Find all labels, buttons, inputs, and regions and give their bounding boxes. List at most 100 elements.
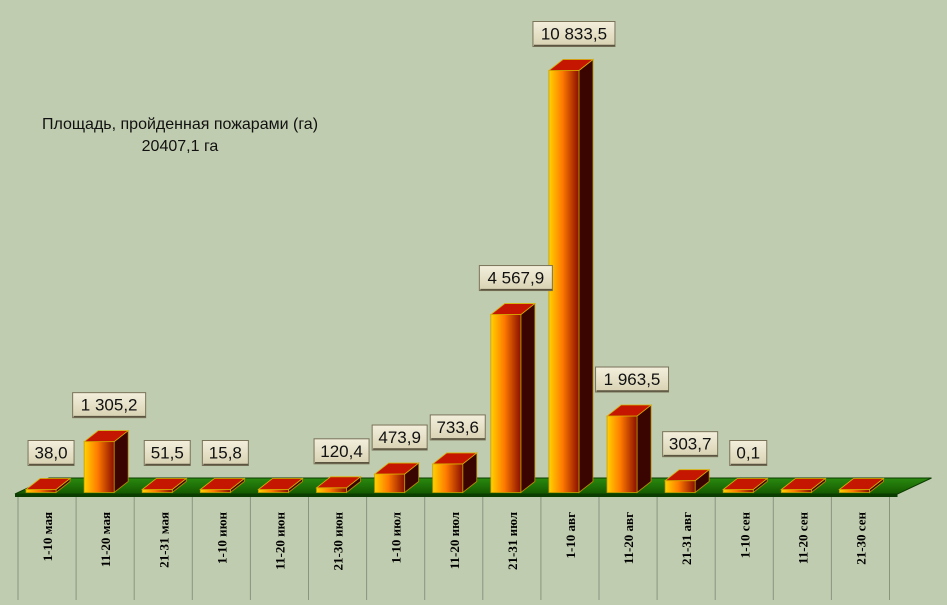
bar-4 — [199, 477, 246, 494]
data-label: 4 567,9 — [478, 265, 553, 292]
bar-front — [780, 489, 812, 493]
bar-front — [199, 489, 231, 493]
bar-top — [373, 462, 420, 475]
bar-top — [82, 430, 130, 443]
data-label-text: 1 305,2 — [81, 396, 138, 415]
bar-side — [578, 58, 594, 494]
data-label-text: 303,7 — [669, 435, 712, 454]
bar-3 — [141, 477, 188, 494]
data-label-box — [72, 392, 147, 419]
x-tick-label: 21-31 авг — [679, 512, 694, 565]
chart-floor-edge — [15, 494, 898, 497]
data-label: 1 963,5 — [595, 366, 670, 393]
data-label-box — [143, 440, 191, 466]
data-label-text: 120,4 — [320, 442, 363, 461]
bar-front — [141, 489, 173, 493]
data-label: 15,8 — [201, 440, 249, 466]
x-tick-label: 11-20 авг — [621, 512, 636, 564]
x-tick-label: 21-31 июл — [505, 512, 520, 570]
bar-6 — [315, 475, 362, 494]
x-tick-label: 11-20 июл — [447, 512, 462, 569]
data-label: 51,5 — [143, 440, 191, 466]
x-tick-label: 11-20 мая — [98, 512, 113, 567]
bar-1 — [24, 477, 72, 494]
bar-front — [839, 489, 870, 493]
bar-side — [520, 302, 536, 494]
data-label-box — [371, 424, 428, 451]
bar-front — [664, 480, 696, 493]
x-tick-label: 1-10 июн — [214, 511, 229, 564]
data-label-box — [27, 440, 75, 466]
bar-10 — [547, 58, 595, 494]
bar-side — [636, 404, 652, 494]
bar-8 — [431, 452, 478, 494]
data-label-box — [595, 366, 670, 393]
x-tick-label: 1-10 авг — [563, 512, 578, 559]
x-tick-label: 21-30 сен — [853, 512, 868, 565]
bar-top — [663, 469, 711, 482]
bar-front — [374, 473, 406, 493]
data-label: 473,9 — [371, 424, 428, 451]
bar-7 — [373, 462, 420, 494]
x-tick-label: 1-10 сен — [737, 512, 752, 559]
data-label-text: 15,8 — [209, 444, 242, 463]
data-label-text: 38,0 — [35, 444, 68, 463]
bar-front — [548, 70, 580, 493]
bar-top — [257, 478, 304, 490]
data-label: 0,1 — [729, 440, 768, 466]
bar-top — [141, 478, 188, 490]
bar-15 — [838, 477, 885, 494]
bar-top — [431, 452, 478, 465]
bar-top — [315, 476, 362, 489]
data-label: 38,0 — [27, 440, 75, 466]
x-tick-label: 21-31 мая — [156, 512, 171, 568]
data-label-text: 4 567,9 — [487, 269, 544, 288]
x-tick-label: 21-30 июн — [331, 511, 346, 570]
bar-front — [258, 489, 289, 493]
data-label-box — [662, 431, 719, 458]
bar-top — [605, 404, 653, 417]
data-label-text: 51,5 — [151, 444, 184, 463]
bar-2 — [82, 429, 130, 494]
data-label-text: 733,6 — [436, 418, 479, 437]
bar-top — [838, 478, 885, 490]
data-label: 1 305,2 — [72, 392, 147, 419]
data-label: 120,4 — [313, 438, 370, 465]
data-label-box — [478, 265, 553, 292]
chart-title: Площадь, пройденная пожарами (га) — [41, 116, 319, 133]
bar-front — [25, 489, 57, 493]
bar-12 — [663, 468, 711, 494]
data-label: 303,7 — [662, 431, 719, 458]
bar-front — [316, 487, 347, 493]
bar-front — [432, 463, 464, 493]
chart-title-block: Площадь, пройденная пожарами (га) 20407,… — [10, 114, 350, 158]
x-tick-label: 1-10 июл — [389, 512, 404, 563]
data-label: 10 833,5 — [532, 21, 616, 47]
bar-top — [489, 303, 537, 315]
bar-top — [722, 478, 769, 490]
bar-9 — [489, 302, 537, 494]
x-tick-label: 11-20 июн — [272, 511, 287, 569]
data-label-text: 1 963,5 — [604, 370, 661, 389]
data-label-box — [429, 414, 486, 441]
data-label-box — [201, 440, 249, 466]
bar-front — [722, 489, 754, 493]
bar-front — [606, 415, 638, 493]
data-label-box — [313, 438, 370, 465]
x-tick-label: 1-10 мая — [40, 512, 55, 561]
bar-front — [83, 441, 115, 493]
bar-13 — [722, 477, 769, 494]
bar-top — [780, 478, 827, 490]
data-label-text: 10 833,5 — [541, 25, 607, 44]
x-tick-label: 11-20 сен — [795, 512, 810, 565]
bar-top — [199, 478, 246, 490]
bar-top — [24, 478, 72, 490]
chart-subtitle: 20407,1 га — [141, 138, 219, 155]
bar-front — [490, 314, 522, 493]
bar-5 — [257, 477, 304, 494]
bar-11 — [605, 404, 653, 494]
data-label-box — [532, 21, 616, 47]
bar-14 — [780, 477, 827, 494]
